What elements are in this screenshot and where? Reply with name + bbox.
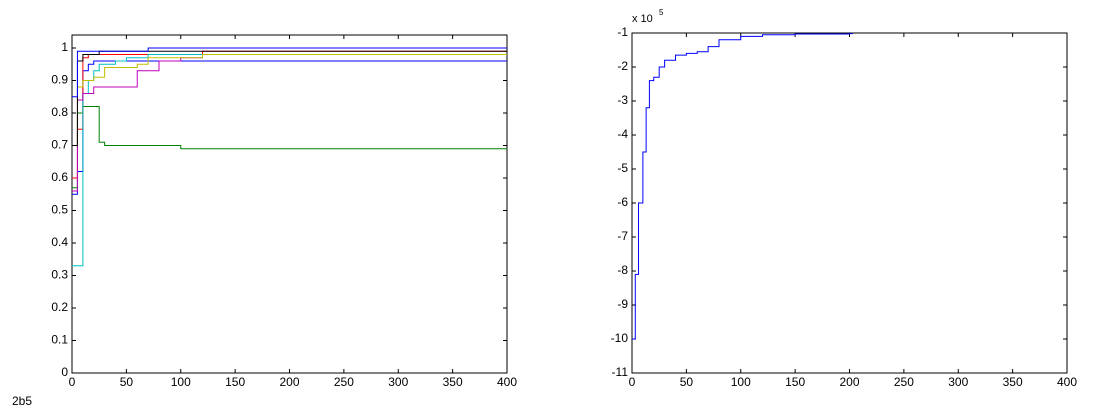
x-tick-label: 400 xyxy=(497,375,517,389)
series-line xyxy=(632,33,853,340)
y-tick-label: -9 xyxy=(617,297,628,311)
x-tick-label: 300 xyxy=(388,375,408,389)
x-tick-label: 100 xyxy=(731,375,751,389)
y-tick-label: 0.7 xyxy=(51,138,68,152)
x-tick-label: 150 xyxy=(225,375,245,389)
y-tick-label: 0.1 xyxy=(51,333,68,347)
y-tick-label: 0.8 xyxy=(51,105,68,119)
y-tick-label: -11 xyxy=(612,365,629,379)
y-tick-label: -2 xyxy=(617,59,628,73)
plot-area xyxy=(72,47,507,267)
x-tick-label: 0 xyxy=(69,375,76,389)
y-tick-label: 0.6 xyxy=(51,170,68,184)
y-tick-label: 1 xyxy=(61,40,68,54)
series-line xyxy=(72,47,507,98)
x-tick-label: 0 xyxy=(629,375,636,389)
x-tick-label: 350 xyxy=(443,375,463,389)
y-tick-label: -4 xyxy=(617,127,628,141)
axes-box xyxy=(71,34,508,374)
y-tick-label: 0.4 xyxy=(51,235,68,249)
x-tick-label: 150 xyxy=(785,375,805,389)
x-tick-label: 200 xyxy=(839,375,859,389)
y-tick-label: -3 xyxy=(617,93,628,107)
plot-area xyxy=(632,33,853,340)
x-tick-label: 250 xyxy=(334,375,354,389)
x-tick-label: 100 xyxy=(171,375,191,389)
y-tick-label: 0.5 xyxy=(51,203,68,217)
y-tick-label: -8 xyxy=(617,263,628,277)
y-tick-label: -5 xyxy=(617,161,628,175)
y-scale-exponent: 5 xyxy=(659,8,664,17)
y-scale-label: x 10 xyxy=(632,13,653,25)
y-tick-label: -1 xyxy=(617,25,628,39)
x-tick-label: 50 xyxy=(680,375,694,389)
y-tick-label: -6 xyxy=(617,195,628,209)
x-tick-label: 200 xyxy=(279,375,299,389)
series-line xyxy=(72,54,507,146)
y-tick-label: -10 xyxy=(611,331,629,345)
x-tick-label: 250 xyxy=(894,375,914,389)
x-tick-label: 400 xyxy=(1057,375,1077,389)
x-tick-label: 350 xyxy=(1003,375,1023,389)
figure-label: 2b5 xyxy=(12,394,32,408)
y-tick-label: 0.3 xyxy=(51,268,68,282)
y-tick-label: 0.2 xyxy=(51,300,68,314)
x-tick-label: 50 xyxy=(120,375,134,389)
y-tick-label: -7 xyxy=(617,229,628,243)
x-tick-label: 300 xyxy=(948,375,968,389)
axes-box xyxy=(631,32,1068,374)
y-tick-label: 0 xyxy=(61,365,68,379)
y-tick-label: 0.9 xyxy=(51,73,68,87)
